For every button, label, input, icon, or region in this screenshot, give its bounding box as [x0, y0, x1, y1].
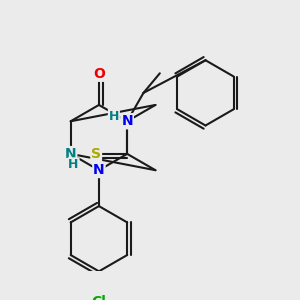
Text: N: N: [65, 147, 76, 161]
Text: O: O: [93, 67, 105, 81]
Text: N: N: [122, 114, 133, 128]
Text: H: H: [68, 158, 79, 171]
Text: S: S: [91, 147, 101, 161]
Text: H: H: [109, 110, 119, 123]
Text: Cl: Cl: [92, 295, 106, 300]
Text: N: N: [93, 163, 105, 177]
Text: N: N: [122, 114, 133, 128]
